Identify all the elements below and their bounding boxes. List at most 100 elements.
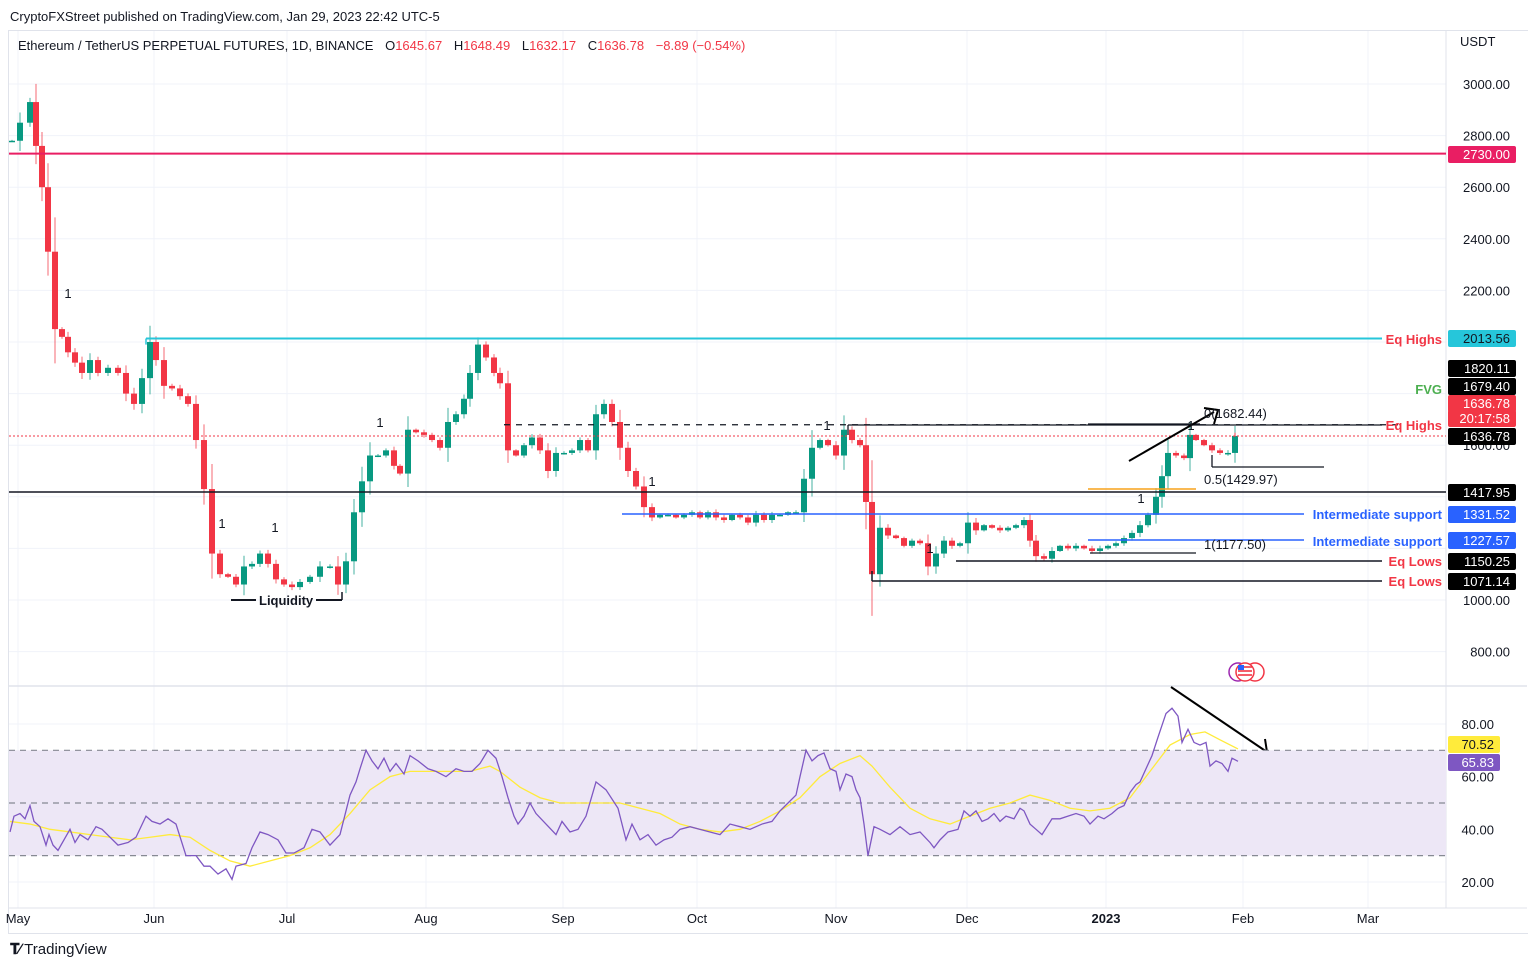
candle-body <box>777 514 783 517</box>
bullish-arrow-head-icon <box>1203 407 1220 425</box>
price-tag[interactable]: 65.83 <box>1448 754 1500 771</box>
price-tag[interactable]: 20:17:58 <box>1448 410 1516 427</box>
candle-body <box>1005 527 1011 531</box>
bullish-arrow-line[interactable] <box>1128 411 1215 462</box>
price-tick-label: 2200.00 <box>1463 283 1510 298</box>
price-tag-bg <box>1448 410 1516 427</box>
candle-body <box>169 385 175 389</box>
candle-body <box>665 514 671 517</box>
candle-body <box>825 440 831 446</box>
rsi-line[interactable] <box>9 707 1239 881</box>
candle-body <box>497 372 503 384</box>
candle-body <box>1041 556 1047 559</box>
candle-body <box>317 566 323 577</box>
candle-body <box>857 440 863 446</box>
candle-body <box>161 360 167 386</box>
candle-body <box>1113 543 1119 546</box>
price-tag-bg <box>1448 553 1516 570</box>
price-tag-value: 1636.78 <box>1463 429 1510 444</box>
price-tag[interactable]: 1150.25 <box>1448 553 1516 570</box>
price-tick-label: 1000.00 <box>1463 593 1510 608</box>
price-tag-bg <box>1448 330 1516 347</box>
candle-body <box>445 421 451 448</box>
candle-body <box>52 251 58 330</box>
price-tag-value: 2013.56 <box>1463 331 1510 346</box>
candle-body <box>1173 452 1179 456</box>
candle-body <box>585 440 591 451</box>
candle-body <box>521 445 527 456</box>
price-tag[interactable]: 1331.52 <box>1448 506 1516 523</box>
rsi-ma-line[interactable] <box>9 731 1239 867</box>
price-tag-value: 1679.40 <box>1463 379 1510 394</box>
close-value: 1636.78 <box>597 38 645 53</box>
candle-body <box>453 414 459 422</box>
price-tag-value: 1417.95 <box>1463 485 1510 500</box>
candle-body <box>769 514 775 521</box>
level-lines[interactable] <box>9 152 1446 601</box>
time-axis-label: Aug <box>414 911 437 926</box>
candle-body <box>545 450 551 471</box>
candle-body <box>941 540 947 554</box>
price-tag[interactable]: 70.52 <box>1448 736 1500 753</box>
candle-body <box>1159 476 1165 497</box>
price-tag[interactable]: 1227.57 <box>1448 532 1516 549</box>
price-tag[interactable]: 2730.00 <box>1448 146 1516 163</box>
time-axis-label: Jul <box>279 911 296 926</box>
price-tag[interactable]: 1636.78 <box>1448 395 1516 412</box>
candle-body <box>45 187 51 252</box>
candle-body <box>105 367 111 373</box>
intermediate-support-label: Intermediate support <box>1313 507 1443 522</box>
price-tag[interactable]: 1636.78 <box>1448 428 1516 445</box>
candle-body <box>1209 445 1215 451</box>
price-tag[interactable]: 1071.14 <box>1448 573 1516 590</box>
candle-body <box>841 429 847 456</box>
candle-body <box>849 429 855 441</box>
sequence-marker: 1 <box>218 516 225 531</box>
candle-body <box>753 514 759 523</box>
candle-body <box>949 540 955 546</box>
candle-body <box>833 445 839 456</box>
candle-body <box>79 362 85 373</box>
candle-body <box>909 540 915 546</box>
tradingview-logo[interactable]: 𝐓∕ TradingView <box>10 941 107 958</box>
candle-body <box>193 403 199 441</box>
price-tag[interactable]: 1679.40 <box>1448 378 1516 395</box>
price-tick-label: 800.00 <box>1470 645 1510 660</box>
chart-frame <box>8 30 1528 934</box>
candle-body <box>1027 520 1033 541</box>
candle-body <box>201 440 207 490</box>
candle-body <box>59 329 65 337</box>
sequence-marker: 1 <box>823 418 830 433</box>
candle-body <box>281 579 287 585</box>
candle-body <box>869 501 875 575</box>
price-tag-bg <box>1448 484 1516 501</box>
candle-body <box>601 403 607 415</box>
price-tag[interactable]: 2013.56 <box>1448 330 1516 347</box>
price-tag-bg <box>1448 573 1516 590</box>
economic-events[interactable] <box>1228 662 1265 682</box>
price-tag-bg <box>1448 146 1516 163</box>
price-candles[interactable] <box>9 83 1238 616</box>
fib-1-label: 1(1177.50) <box>1204 537 1266 552</box>
candle-body <box>705 512 711 518</box>
bearish-arrow-line[interactable] <box>1170 686 1268 753</box>
sequence-marker: 1 <box>926 541 933 556</box>
sequence-marker: 1 <box>271 520 278 535</box>
price-tag[interactable]: 1820.11 <box>1448 360 1516 377</box>
price-tag[interactable]: 1417.95 <box>1448 484 1516 501</box>
candle-body <box>863 445 869 502</box>
rsi-tick-label: 20.00 <box>1461 875 1494 890</box>
time-axis-label: May <box>6 911 31 926</box>
candle-body <box>95 360 101 373</box>
candle-body <box>27 102 33 123</box>
open-value: 1645.67 <box>395 38 443 53</box>
price-tag-value: 1150.25 <box>1464 554 1510 569</box>
publisher-line: CryptoFXStreet published on TradingView.… <box>10 9 440 24</box>
candle-body <box>307 576 313 582</box>
candle-body <box>793 512 799 514</box>
candle-body <box>273 563 279 580</box>
price-tick-label: 2800.00 <box>1463 129 1510 144</box>
eq-highs-label: Eq Highs <box>1386 418 1442 433</box>
rsi-pane[interactable] <box>9 707 1446 881</box>
